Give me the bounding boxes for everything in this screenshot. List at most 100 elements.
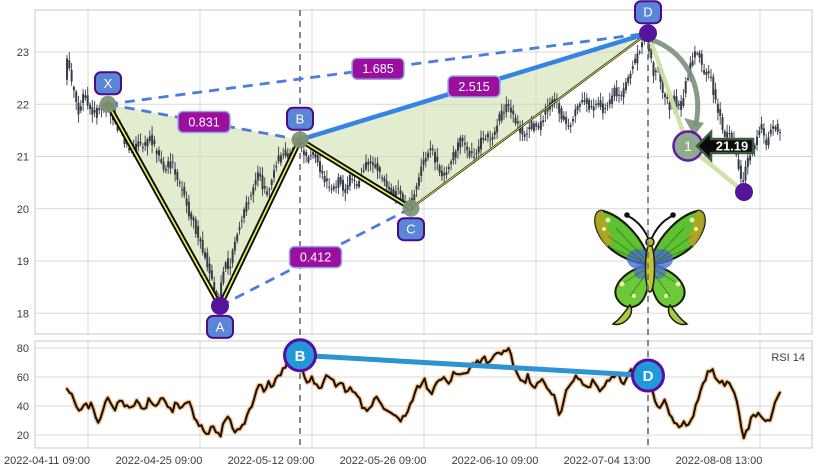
butterfly-tail <box>667 303 689 326</box>
candle-body <box>588 99 591 110</box>
x-tick-label: 2022-04-25 09:00 <box>116 455 203 467</box>
pattern-label-box-d <box>634 0 662 25</box>
candle-body <box>519 126 522 134</box>
impulse-line-yellow <box>107 103 221 307</box>
pattern-label-c: C <box>406 222 415 237</box>
candle-body <box>675 96 678 111</box>
candle-body <box>739 165 742 179</box>
candle-body <box>206 252 209 268</box>
candle-body <box>457 142 459 151</box>
candle-body <box>413 194 416 201</box>
candle-body <box>371 162 374 166</box>
candle-body <box>213 282 216 293</box>
candle-body <box>503 112 505 114</box>
candle-body <box>779 131 781 133</box>
candle-body <box>434 152 436 163</box>
candle-body <box>726 132 729 138</box>
candle-body <box>468 151 471 157</box>
y-tick-label: 23 <box>17 47 29 59</box>
candle-body <box>454 151 457 158</box>
candle-body <box>767 137 770 146</box>
candle-body <box>160 159 163 163</box>
candle-body <box>491 136 494 140</box>
candle-body <box>151 134 154 146</box>
candle-body <box>146 139 149 147</box>
butterfly-image <box>594 209 706 326</box>
candle-body <box>342 179 344 191</box>
candle-body <box>383 177 386 182</box>
candle-body <box>693 51 696 58</box>
candle-body <box>461 137 464 142</box>
candle-body <box>762 128 765 136</box>
candle-body <box>275 166 278 168</box>
candle-body <box>544 110 547 115</box>
candle-body <box>463 143 466 145</box>
candle-body <box>530 121 533 129</box>
arrowhead-icon <box>684 118 704 136</box>
candle-body <box>427 152 430 158</box>
candle-body <box>585 98 588 104</box>
candle-body <box>654 70 657 73</box>
candle-body <box>447 167 450 170</box>
candle-body <box>178 182 181 184</box>
pattern-fill-layer <box>108 33 648 306</box>
candle-body <box>153 140 156 144</box>
candle-body <box>650 48 653 59</box>
candle-body <box>247 202 250 204</box>
candle-body <box>431 148 434 150</box>
candle-body <box>229 266 232 269</box>
impulse-line-yellow <box>299 138 412 210</box>
rsi-y-tick-label: 40 <box>17 401 29 413</box>
candle-body <box>144 142 147 146</box>
x-tick-label: 2022-05-26 09:00 <box>340 455 427 467</box>
candle-body <box>252 187 255 195</box>
candle-body <box>75 91 78 102</box>
candle-body <box>305 152 308 156</box>
candle-body <box>482 138 485 140</box>
candle-body <box>636 53 639 64</box>
impulse-line-yellow <box>219 138 301 307</box>
candle-body <box>328 186 331 188</box>
candle-body <box>337 177 340 188</box>
candle-body <box>438 165 441 173</box>
candle-body <box>466 146 469 151</box>
rsi-legend: RSI 14 <box>771 352 805 364</box>
candle-body <box>436 156 439 162</box>
candle-body <box>155 150 158 155</box>
candle-body <box>539 121 542 130</box>
candle-body <box>378 167 381 172</box>
x-tick-label: 2022-05-12 09:00 <box>228 455 315 467</box>
candle-body <box>710 76 712 78</box>
candle-body <box>89 104 91 110</box>
candle-body <box>475 153 478 155</box>
candle-body <box>236 234 239 242</box>
candle-body <box>233 241 236 251</box>
candle-body <box>169 161 172 169</box>
candle-body <box>440 170 443 177</box>
candle-body <box>344 189 347 193</box>
candle-body <box>572 119 574 122</box>
pattern-label-box-b <box>286 106 314 131</box>
candle-body <box>558 103 561 114</box>
butterfly-dot <box>664 294 668 298</box>
ratio-label-box <box>177 110 231 134</box>
candle-body <box>668 101 671 111</box>
candle-body <box>772 126 775 129</box>
candle-body <box>270 180 273 186</box>
candle-body <box>72 86 75 91</box>
pattern-label-x: X <box>104 76 113 91</box>
rsi-y-tick-label: 60 <box>17 372 29 384</box>
candle-body <box>194 219 197 234</box>
candle-body <box>470 151 473 153</box>
candle-body <box>583 100 586 102</box>
candle-body <box>183 186 186 196</box>
candle-body <box>535 123 538 127</box>
candle-body <box>369 161 372 163</box>
candle-body <box>93 110 96 113</box>
y-tick-label: 19 <box>17 256 29 268</box>
candle-body <box>521 127 524 135</box>
candle-body <box>576 106 579 111</box>
candle-body <box>498 114 501 121</box>
candle-body <box>516 121 519 124</box>
rsi-marker-label-d: D <box>643 368 654 385</box>
